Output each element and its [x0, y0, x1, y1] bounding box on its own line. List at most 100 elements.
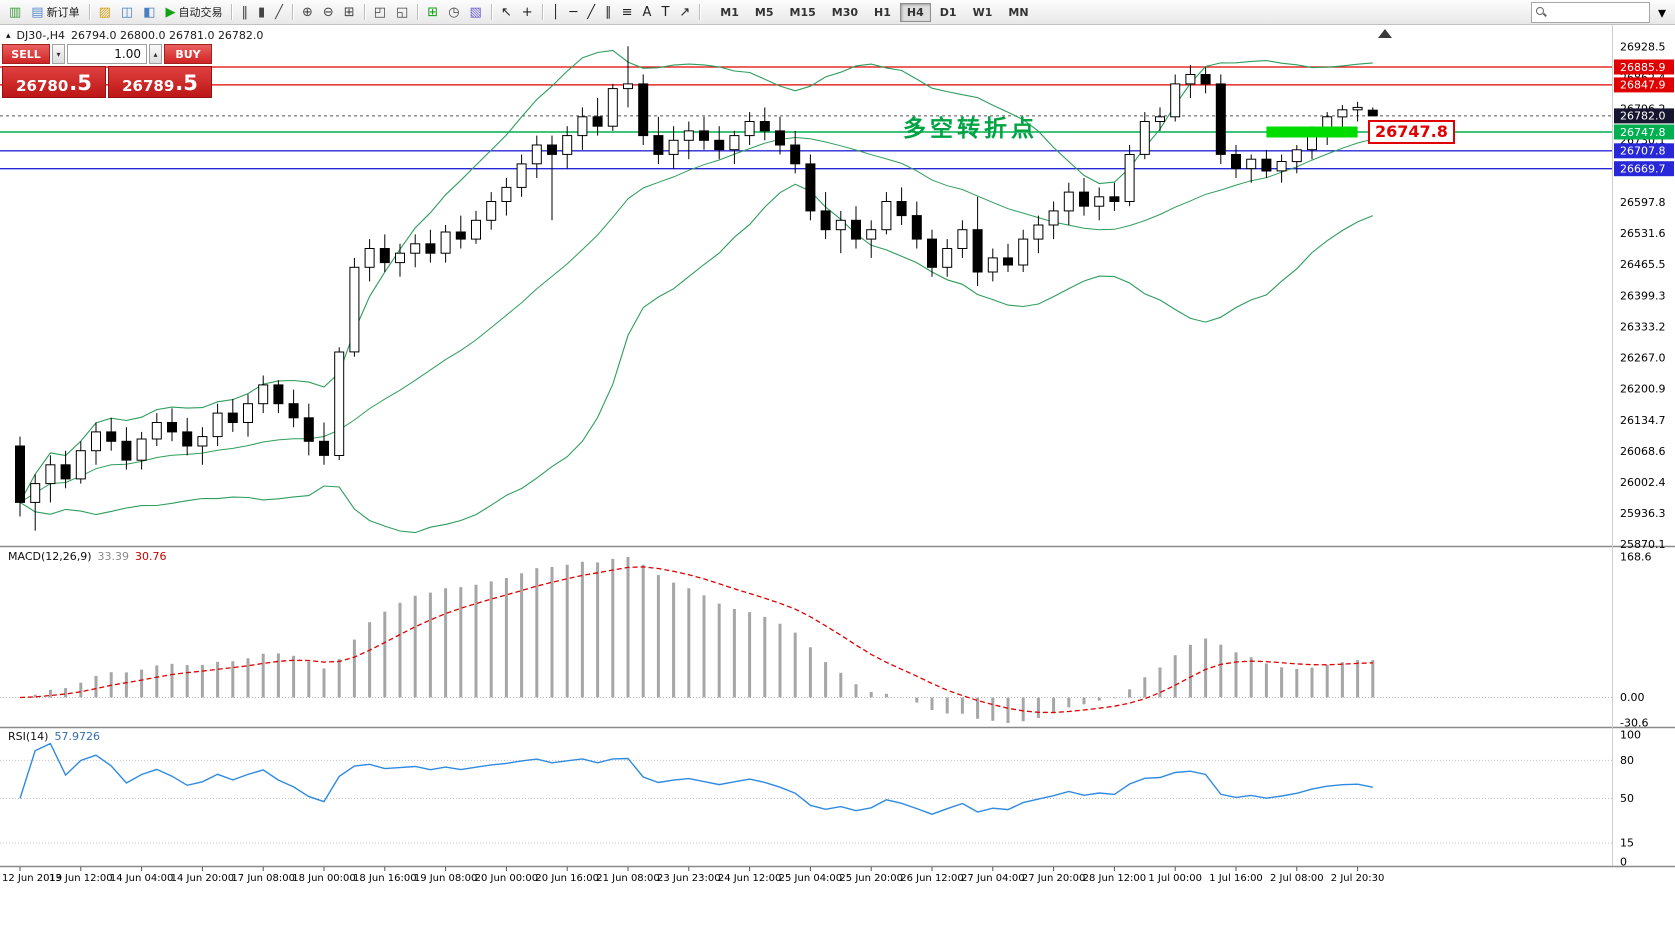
- period-icon[interactable]: ◷: [444, 1, 463, 23]
- symbol-title: DJ30-,H4: [16, 29, 65, 42]
- macd-value-signal: 30.76: [135, 550, 167, 563]
- timeframe-m15[interactable]: M15: [789, 5, 816, 19]
- template-icon[interactable]: ▧: [466, 1, 486, 23]
- quick-trade-toggle-icon[interactable]: ▴: [6, 30, 11, 41]
- sell-button[interactable]: SELL: [2, 44, 50, 64]
- timeframe-group: M1 M5 M15 M30 H1 H4 D1 W1 MN: [712, 2, 1036, 22]
- price-scale[interactable]: 26928.526862.426796.226730.126663.926597…: [1612, 25, 1675, 866]
- horizontal-line-icon[interactable]: ─: [565, 1, 581, 23]
- buy-price-button[interactable]: 26789 .5: [108, 66, 212, 98]
- search-input[interactable]: [1549, 4, 1646, 20]
- line-chart-icon: ╱: [275, 4, 283, 20]
- sell-price-button[interactable]: 26780 .5: [2, 66, 106, 98]
- arrange-windows-icon[interactable]: ◱: [392, 1, 412, 23]
- timeframe-m30[interactable]: M30: [831, 5, 859, 19]
- zoom-out-icon[interactable]: ⊖: [319, 1, 338, 23]
- svg-text:15: 15: [1620, 837, 1634, 850]
- macd-signal-line: [19, 566, 1373, 714]
- cursor-icon[interactable]: ↖: [497, 1, 516, 23]
- bar-chart-icon[interactable]: ‖: [237, 1, 252, 23]
- toolbar-separator: [541, 4, 543, 20]
- svg-text:26885.9: 26885.9: [1620, 61, 1666, 74]
- trendline-icon[interactable]: ╱: [583, 1, 599, 23]
- profiles-icon: ▨: [98, 4, 111, 20]
- toolbar-separator: [291, 4, 293, 20]
- volume-input[interactable]: 1.00: [67, 44, 147, 64]
- crosshair-icon: +: [521, 4, 533, 20]
- tile-windows-icon[interactable]: ⊞: [340, 1, 359, 23]
- svg-text:26267.0: 26267.0: [1620, 352, 1666, 365]
- symbol-search-box: [1530, 1, 1650, 23]
- autotrading-button[interactable]: ▶ 自动交易: [161, 1, 226, 23]
- vertical-line-icon[interactable]: │: [548, 1, 564, 23]
- svg-text:27 Jun 20:00: 27 Jun 20:00: [1022, 873, 1086, 884]
- macd-histogram: [33, 557, 1375, 723]
- timeframe-h1[interactable]: H1: [874, 5, 891, 19]
- profiles-icon[interactable]: ▨: [95, 1, 115, 23]
- timeframe-w1[interactable]: W1: [972, 5, 993, 19]
- one-click-trading-panel: SELL ▾ 1.00 ▴ BUY 26780 .5 26789 .5: [2, 44, 212, 98]
- vertical-line-icon: │: [551, 4, 560, 20]
- navigator-icon: ◧: [143, 4, 156, 20]
- cascade-windows-icon[interactable]: ◰: [370, 1, 390, 23]
- svg-text:17 Jun 08:00: 17 Jun 08:00: [231, 873, 295, 884]
- crosshair-icon[interactable]: +: [518, 1, 537, 23]
- new-order-button[interactable]: ▤ 新订单: [27, 1, 83, 23]
- timeframe-h4[interactable]: H4: [899, 2, 931, 22]
- template-icon: ▧: [469, 4, 482, 20]
- market-watch-icon[interactable]: ◫: [117, 1, 137, 23]
- panel-separators: [0, 545, 1675, 868]
- toolbar-separator: [417, 4, 419, 20]
- svg-text:2 Jul 20:30: 2 Jul 20:30: [1331, 873, 1385, 884]
- line-chart-icon[interactable]: ╱: [271, 1, 287, 23]
- trendline-icon: ╱: [587, 4, 596, 20]
- new-chart-icon[interactable]: ⊞: [423, 1, 442, 23]
- volume-decrease-button[interactable]: ▾: [52, 44, 65, 64]
- search-dropdown-button[interactable]: ▾: [1657, 2, 1666, 22]
- volume-increase-button[interactable]: ▴: [149, 44, 162, 64]
- autotrading-button-label: 自动交易: [178, 6, 223, 19]
- timeframe-m1[interactable]: M1: [720, 5, 739, 19]
- buy-price-main: 26789: [122, 77, 175, 95]
- buy-button[interactable]: BUY: [164, 44, 212, 64]
- toolbar-separator: [88, 4, 90, 20]
- highlight-rect[interactable]: [1266, 126, 1358, 138]
- ohlc-values: 26794.0 26800.0 26781.0 26782.0: [70, 29, 264, 42]
- chart-window-icon[interactable]: ▥: [5, 1, 25, 23]
- search-icon: [1535, 6, 1548, 19]
- svg-text:25 Jun 04:00: 25 Jun 04:00: [779, 873, 843, 884]
- macd-value-main: 33.39: [97, 550, 130, 563]
- price-callout[interactable]: 26747.8: [1368, 120, 1455, 144]
- svg-text:100: 100: [1620, 729, 1641, 742]
- navigator-icon[interactable]: ◧: [139, 1, 159, 23]
- candlestick-chart-icon: ▮: [257, 4, 266, 20]
- toolbar-separator: [699, 4, 701, 20]
- channel-icon[interactable]: ∥: [601, 1, 616, 23]
- arrow-tools-icon[interactable]: ↗: [675, 1, 694, 23]
- scroll-marker-icon: [1378, 29, 1392, 38]
- svg-text:26597.8: 26597.8: [1620, 196, 1666, 209]
- rsi-panel: 100 80 50 15 0: [0, 729, 1641, 869]
- timeframe-mn[interactable]: MN: [1008, 5, 1029, 19]
- timeframe-d1[interactable]: D1: [939, 5, 957, 19]
- toolbar-separator: [363, 4, 365, 20]
- price-lines[interactable]: [0, 66, 1612, 170]
- label-icon[interactable]: T: [657, 1, 673, 23]
- macd-name: MACD(12,26,9): [8, 550, 92, 563]
- annotation-text[interactable]: 多空转折点: [903, 116, 1038, 142]
- timeframe-m5[interactable]: M5: [754, 5, 774, 19]
- svg-text:26928.5: 26928.5: [1620, 41, 1666, 54]
- text-icon[interactable]: A: [639, 1, 656, 23]
- toolbar-separator: [490, 4, 492, 20]
- rsi-name: RSI(14): [8, 730, 49, 743]
- bollinger-bands: [19, 49, 1374, 534]
- candlestick-chart-icon[interactable]: ▮: [254, 1, 269, 23]
- horizontal-line-icon: ─: [569, 4, 578, 20]
- fibonacci-icon[interactable]: ≡: [618, 1, 637, 23]
- zoom-in-icon[interactable]: ⊕: [298, 1, 317, 23]
- svg-text:80: 80: [1620, 754, 1634, 767]
- svg-text:26747.8: 26747.8: [1620, 126, 1666, 139]
- svg-text:27 Jun 04:00: 27 Jun 04:00: [961, 873, 1025, 884]
